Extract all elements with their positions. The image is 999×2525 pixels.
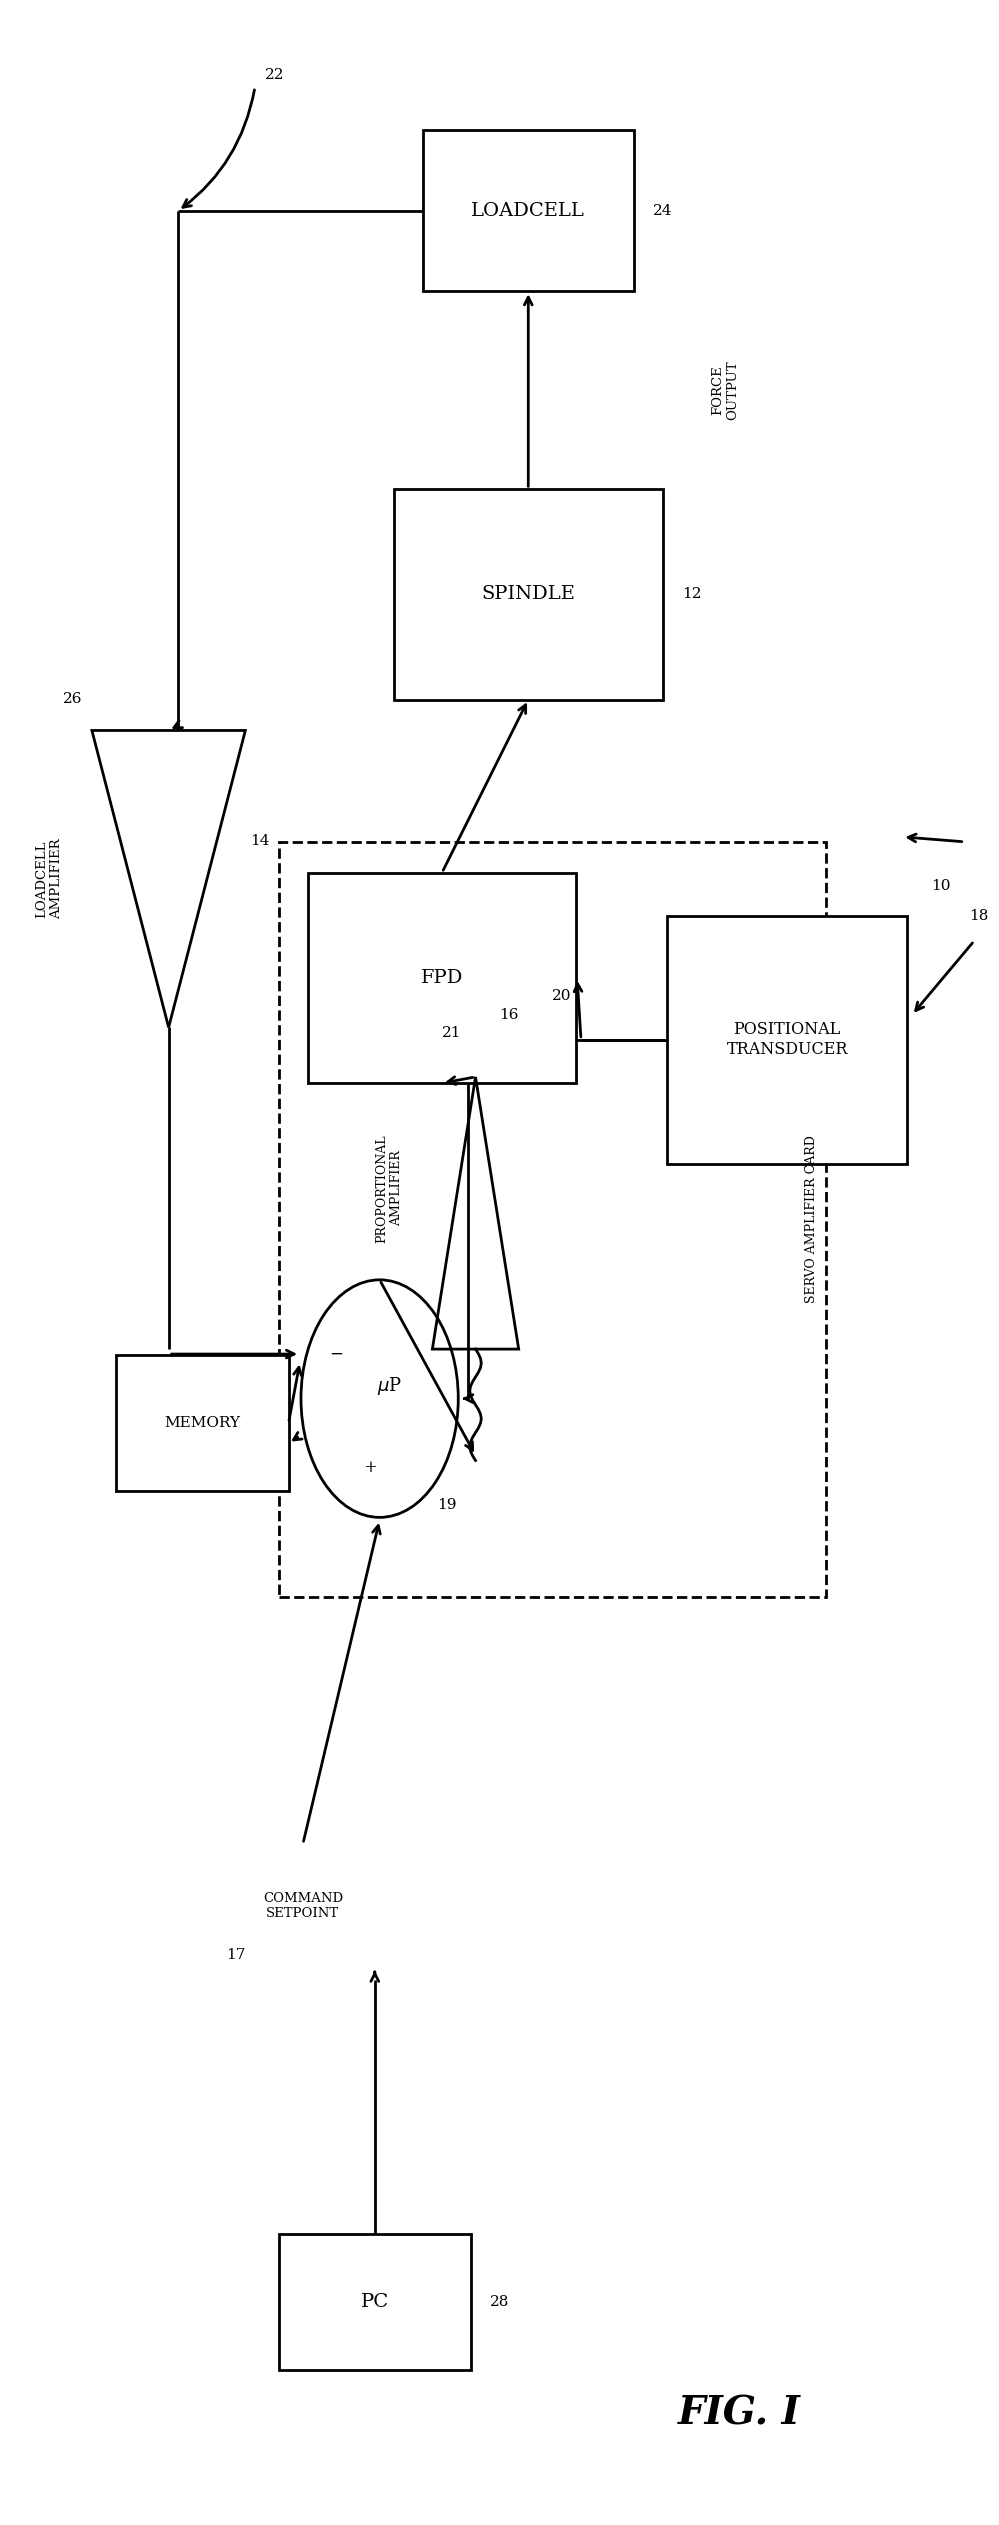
Text: −: −: [330, 1346, 344, 1364]
Bar: [667, 917, 907, 1164]
Text: MEMORY: MEMORY: [164, 1417, 240, 1429]
Text: 14: 14: [250, 833, 270, 848]
Text: 17: 17: [226, 1949, 246, 1962]
Text: LOADCELL: LOADCELL: [472, 202, 585, 220]
Text: 20: 20: [551, 990, 571, 1002]
Text: FIG. I: FIG. I: [678, 2394, 800, 2432]
Text: PROPORTIONAL
AMPLIFIER: PROPORTIONAL AMPLIFIER: [376, 1134, 404, 1242]
Text: LOADCELL
AMPLIFIER: LOADCELL AMPLIFIER: [35, 838, 63, 919]
Text: PC: PC: [361, 2293, 389, 2310]
Bar: [279, 841, 825, 1596]
Bar: [394, 490, 662, 699]
Text: 19: 19: [438, 1497, 457, 1512]
Text: 21: 21: [442, 1025, 462, 1040]
Text: 18: 18: [969, 909, 989, 924]
Text: 28: 28: [490, 2295, 509, 2308]
Text: FPD: FPD: [421, 970, 464, 987]
Text: COMMAND
SETPOINT: COMMAND SETPOINT: [263, 1891, 343, 1919]
Text: 10: 10: [931, 879, 950, 894]
Ellipse shape: [301, 1280, 459, 1518]
Text: $\mu$P: $\mu$P: [377, 1376, 402, 1396]
Text: SERVO AMPLIFIER CARD: SERVO AMPLIFIER CARD: [804, 1136, 818, 1303]
Text: +: +: [363, 1459, 377, 1477]
Text: 22: 22: [265, 68, 284, 81]
Text: POSITIONAL
TRANSDUCER: POSITIONAL TRANSDUCER: [726, 1023, 848, 1058]
Text: 26: 26: [63, 692, 82, 704]
Bar: [308, 874, 576, 1083]
Text: FORCE
OUTPUT: FORCE OUTPUT: [711, 361, 739, 419]
Bar: [116, 1356, 289, 1492]
Text: 16: 16: [500, 1007, 519, 1023]
Bar: [279, 2235, 471, 2371]
Text: 12: 12: [681, 588, 701, 601]
Bar: [423, 131, 633, 290]
Text: SPINDLE: SPINDLE: [482, 586, 575, 603]
Text: 24: 24: [653, 205, 672, 217]
